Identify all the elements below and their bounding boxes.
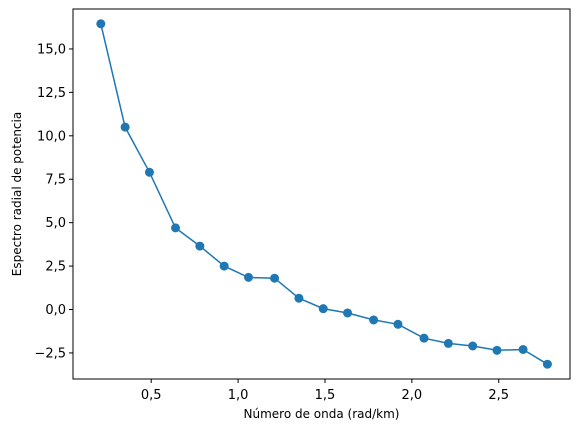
- y-tick-label: 5,0: [45, 216, 66, 231]
- data-point: [294, 293, 304, 303]
- data-point: [343, 308, 353, 318]
- y-tick-label: 12,5: [37, 86, 66, 101]
- x-tick-label: 2,0: [402, 388, 423, 403]
- data-point: [492, 345, 502, 355]
- y-tick-label: 15,0: [37, 42, 66, 57]
- data-point: [468, 341, 478, 351]
- data-point: [542, 359, 552, 369]
- data-point: [270, 273, 280, 283]
- data-point: [219, 261, 229, 271]
- series-line: [100, 23, 548, 365]
- data-point: [518, 344, 528, 354]
- y-axis-label: Espectro radial de potencia: [10, 112, 24, 276]
- x-tick-label: 1,0: [228, 388, 249, 403]
- y-tick-label: 0,0: [45, 303, 66, 318]
- y-tick-label: 7,5: [45, 173, 66, 188]
- data-point: [443, 338, 453, 348]
- data-point: [393, 319, 403, 329]
- y-tick-label: 2,5: [45, 260, 66, 275]
- plot-area: [72, 8, 571, 380]
- data-point: [318, 304, 328, 314]
- x-tick-label: 2,5: [488, 388, 509, 403]
- data-point: [244, 272, 254, 282]
- data-point: [96, 19, 106, 29]
- y-tick-label: −2,5: [34, 346, 66, 361]
- x-tick-label: 0,5: [141, 388, 162, 403]
- y-axis-ticks: −2,5 0,0 2,5 5,0 7,5 10,0 12,5 15,0: [34, 42, 73, 361]
- data-point: [171, 223, 181, 233]
- y-tick-label: 10,0: [37, 129, 66, 144]
- x-axis-ticks: 0,5 1,0 1,5 2,0 2,5: [141, 379, 509, 403]
- data-point: [195, 241, 205, 251]
- data-point: [144, 167, 154, 177]
- data-point: [419, 333, 429, 343]
- series-points: [96, 19, 552, 369]
- data-point: [369, 315, 379, 325]
- data-point: [120, 122, 130, 132]
- x-axis-label: Número de onda (rad/km): [244, 407, 400, 421]
- x-tick-label: 1,5: [315, 388, 336, 403]
